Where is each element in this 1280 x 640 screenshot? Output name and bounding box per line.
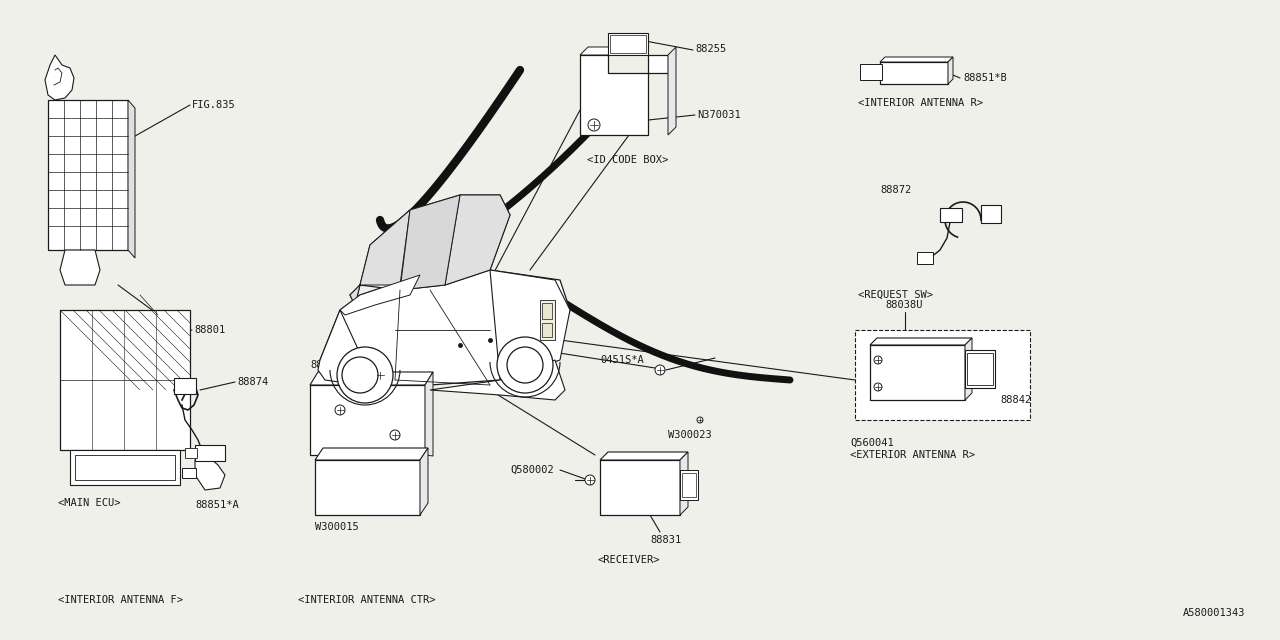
- Text: N370031: N370031: [698, 110, 741, 120]
- Bar: [860, 64, 882, 80]
- Circle shape: [390, 430, 399, 440]
- Text: 88831: 88831: [650, 535, 681, 545]
- Bar: [680, 470, 698, 500]
- Polygon shape: [490, 270, 570, 380]
- Circle shape: [588, 119, 600, 131]
- Bar: [980, 205, 1001, 223]
- Polygon shape: [420, 448, 428, 515]
- Bar: [881, 62, 948, 84]
- Polygon shape: [340, 275, 420, 315]
- Text: 88038U: 88038U: [884, 300, 923, 310]
- Circle shape: [375, 370, 385, 380]
- Circle shape: [335, 405, 346, 415]
- Polygon shape: [430, 360, 564, 400]
- Text: 88872: 88872: [881, 185, 911, 195]
- Bar: [70, 450, 180, 485]
- Bar: [315, 460, 420, 515]
- Bar: [608, 33, 648, 55]
- Circle shape: [874, 383, 882, 391]
- Polygon shape: [948, 57, 954, 84]
- Text: <ID CODE BOX>: <ID CODE BOX>: [588, 155, 668, 165]
- Bar: [541, 323, 552, 337]
- Text: <INTERIOR ANTENNA R>: <INTERIOR ANTENNA R>: [858, 98, 983, 108]
- Text: <EXTERIOR ANTENNA R>: <EXTERIOR ANTENNA R>: [850, 450, 975, 460]
- Bar: [76, 455, 175, 480]
- Polygon shape: [315, 448, 428, 460]
- Text: 88842: 88842: [1000, 395, 1032, 405]
- Circle shape: [497, 337, 553, 393]
- Text: Q580002: Q580002: [509, 465, 554, 475]
- Polygon shape: [349, 210, 410, 305]
- Bar: [174, 378, 196, 394]
- Text: <REQUEST SW>: <REQUEST SW>: [858, 290, 933, 300]
- Bar: [600, 460, 680, 515]
- Bar: [195, 445, 225, 461]
- Bar: [966, 353, 993, 385]
- Text: 0451S*B: 0451S*B: [399, 350, 444, 360]
- Text: 88801: 88801: [195, 325, 225, 335]
- Bar: [855, 330, 1030, 420]
- Circle shape: [337, 347, 393, 403]
- Circle shape: [342, 357, 378, 393]
- Polygon shape: [310, 372, 433, 385]
- Text: FIG.835: FIG.835: [192, 100, 236, 110]
- Bar: [916, 252, 933, 264]
- Bar: [541, 303, 552, 319]
- Bar: [965, 350, 995, 388]
- Polygon shape: [580, 47, 616, 55]
- Text: <MAIN ECU>: <MAIN ECU>: [58, 498, 120, 508]
- Text: Q560041: Q560041: [850, 438, 893, 448]
- Circle shape: [655, 365, 666, 375]
- Bar: [940, 208, 963, 222]
- Text: 88851*B: 88851*B: [963, 73, 1007, 83]
- Bar: [682, 473, 696, 497]
- Text: <RECEIVER>: <RECEIVER>: [598, 555, 660, 565]
- Polygon shape: [317, 310, 370, 385]
- Text: A580001343: A580001343: [1183, 608, 1245, 618]
- Polygon shape: [128, 100, 134, 258]
- Polygon shape: [668, 47, 676, 135]
- Text: W300023: W300023: [668, 430, 712, 440]
- Bar: [310, 385, 425, 455]
- Circle shape: [507, 347, 543, 383]
- Text: 88255: 88255: [695, 44, 726, 54]
- Text: 0451S*A: 0451S*A: [600, 355, 644, 365]
- Bar: [186, 448, 197, 458]
- Polygon shape: [680, 452, 689, 515]
- Bar: [540, 300, 556, 340]
- Text: <INTERIOR ANTENNA CTR>: <INTERIOR ANTENNA CTR>: [298, 595, 435, 605]
- Polygon shape: [320, 270, 570, 385]
- Polygon shape: [965, 338, 972, 400]
- Polygon shape: [195, 458, 225, 490]
- Bar: [60, 310, 189, 450]
- Bar: [49, 100, 128, 250]
- Polygon shape: [580, 55, 668, 135]
- Polygon shape: [45, 55, 74, 100]
- Circle shape: [874, 356, 882, 364]
- Circle shape: [698, 417, 703, 423]
- Text: 88874: 88874: [237, 377, 269, 387]
- Polygon shape: [445, 195, 509, 285]
- Bar: [611, 35, 646, 53]
- Polygon shape: [600, 452, 689, 460]
- Polygon shape: [399, 195, 460, 290]
- Bar: [870, 345, 965, 400]
- Bar: [182, 468, 196, 478]
- Text: W300015: W300015: [315, 522, 358, 532]
- Polygon shape: [60, 250, 100, 285]
- Polygon shape: [870, 338, 972, 345]
- Text: 88851*C: 88851*C: [310, 360, 353, 370]
- Polygon shape: [881, 57, 954, 62]
- Text: 88851*A: 88851*A: [195, 500, 239, 510]
- Text: <INTERIOR ANTENNA F>: <INTERIOR ANTENNA F>: [58, 595, 183, 605]
- Polygon shape: [425, 372, 433, 456]
- Polygon shape: [349, 195, 509, 305]
- Circle shape: [585, 475, 595, 485]
